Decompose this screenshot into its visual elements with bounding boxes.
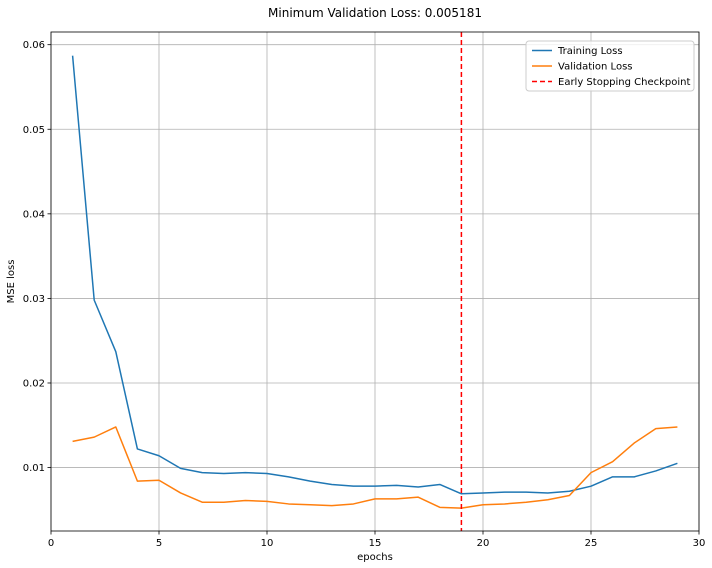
legend: Training Loss Validation Loss Early Stop… [525,40,695,92]
x-tick-label: 5 [156,538,162,549]
grid-layer [50,32,700,531]
y-tick-label: 0.01 [23,463,45,474]
y-tick-label: 0.06 [23,40,45,51]
x-tick-label: 20 [477,538,490,549]
x-tick-label: 25 [585,538,598,549]
legend-label-validation-loss: Validation Loss [558,62,633,73]
x-axis-label: epochs [357,552,393,563]
y-tick-label: 0.04 [23,209,45,220]
series-line-training-loss [71,55,678,495]
chart-title: Minimum Validation Loss: 0.005181 [268,6,482,20]
y-tick-label: 0.02 [23,378,45,389]
y-tick-label: 0.05 [23,125,45,136]
legend-label-training-loss: Training Loss [557,46,623,57]
x-tick-label: 0 [48,538,54,549]
series-line-validation-loss [72,426,678,509]
x-tick-label: 15 [369,538,382,549]
y-axis-label: MSE loss [6,260,17,304]
axes-layer: 0 5 10 15 20 25 30 0.01 0.02 0.03 0.04 0.05 0.06 [23,31,706,549]
plot-layer [71,32,678,531]
x-tick-label: 10 [261,538,274,549]
x-tick-label: 30 [693,538,706,549]
legend-box [525,40,695,92]
y-tick-label: 0.03 [23,294,45,305]
legend-label-early-stopping: Early Stopping Checkpoint [558,77,691,88]
